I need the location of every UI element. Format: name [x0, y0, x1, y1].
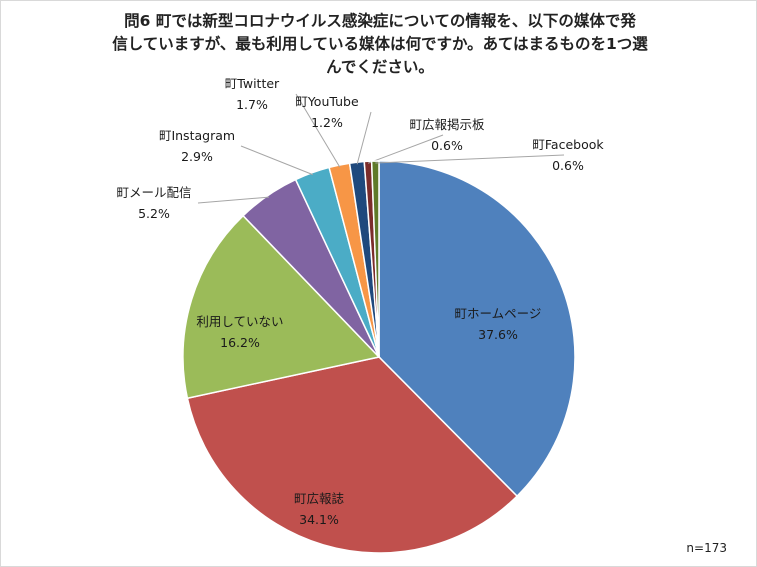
leader-line-5: [240, 145, 313, 176]
slice-value-5: 2.9%: [181, 149, 213, 164]
slice-value-4: 5.2%: [138, 206, 170, 221]
pie-slice-9: [370, 160, 380, 358]
sample-size-note: n=173: [686, 541, 727, 555]
chart-title: 問6 町では新型コロナウイルス感染症についての情報を、以下の媒体で発 信していま…: [40, 10, 720, 79]
slice-label-8: 町広報掲示板: [409, 117, 485, 132]
slice-value-9: 0.6%: [552, 158, 584, 173]
slice-value-7: 1.2%: [311, 115, 343, 130]
slice-value-2: 34.1%: [299, 512, 339, 527]
slice-value-6: 1.7%: [236, 97, 268, 112]
pie-slice-1: [378, 160, 576, 498]
pie-slice-3: [182, 214, 381, 400]
leader-line-8: [367, 134, 444, 164]
slice-label-3: 利用していない: [196, 314, 283, 329]
slice-value-8: 0.6%: [431, 138, 463, 153]
slice-value-1: 37.6%: [478, 327, 518, 342]
leader-line-7: [356, 111, 372, 165]
slice-label-6: 町Twitter: [225, 76, 280, 91]
title-line-1: 問6 町では新型コロナウイルス感染症についての情報を、以下の媒体で発: [124, 12, 636, 30]
title-line-3: んでください。: [326, 58, 434, 76]
leader-line-4: [197, 196, 270, 204]
slice-label-7: 町YouTube: [295, 94, 359, 109]
slice-label-4: 町メール配信: [116, 185, 191, 200]
leader-line-9: [375, 154, 565, 164]
slice-label-9: 町Facebook: [532, 137, 604, 152]
slice-label-5: 町Instagram: [159, 128, 235, 143]
slice-value-3: 16.2%: [220, 335, 260, 350]
title-line-2: 信していますが、最も利用している媒体は何ですか。あてはまるものを1つ選: [112, 35, 648, 53]
slice-label-1: 町ホームページ: [455, 306, 542, 321]
pie-slice-2: [186, 356, 519, 554]
leader-line-6: [295, 93, 341, 168]
slice-label-2: 町広報誌: [294, 491, 345, 506]
